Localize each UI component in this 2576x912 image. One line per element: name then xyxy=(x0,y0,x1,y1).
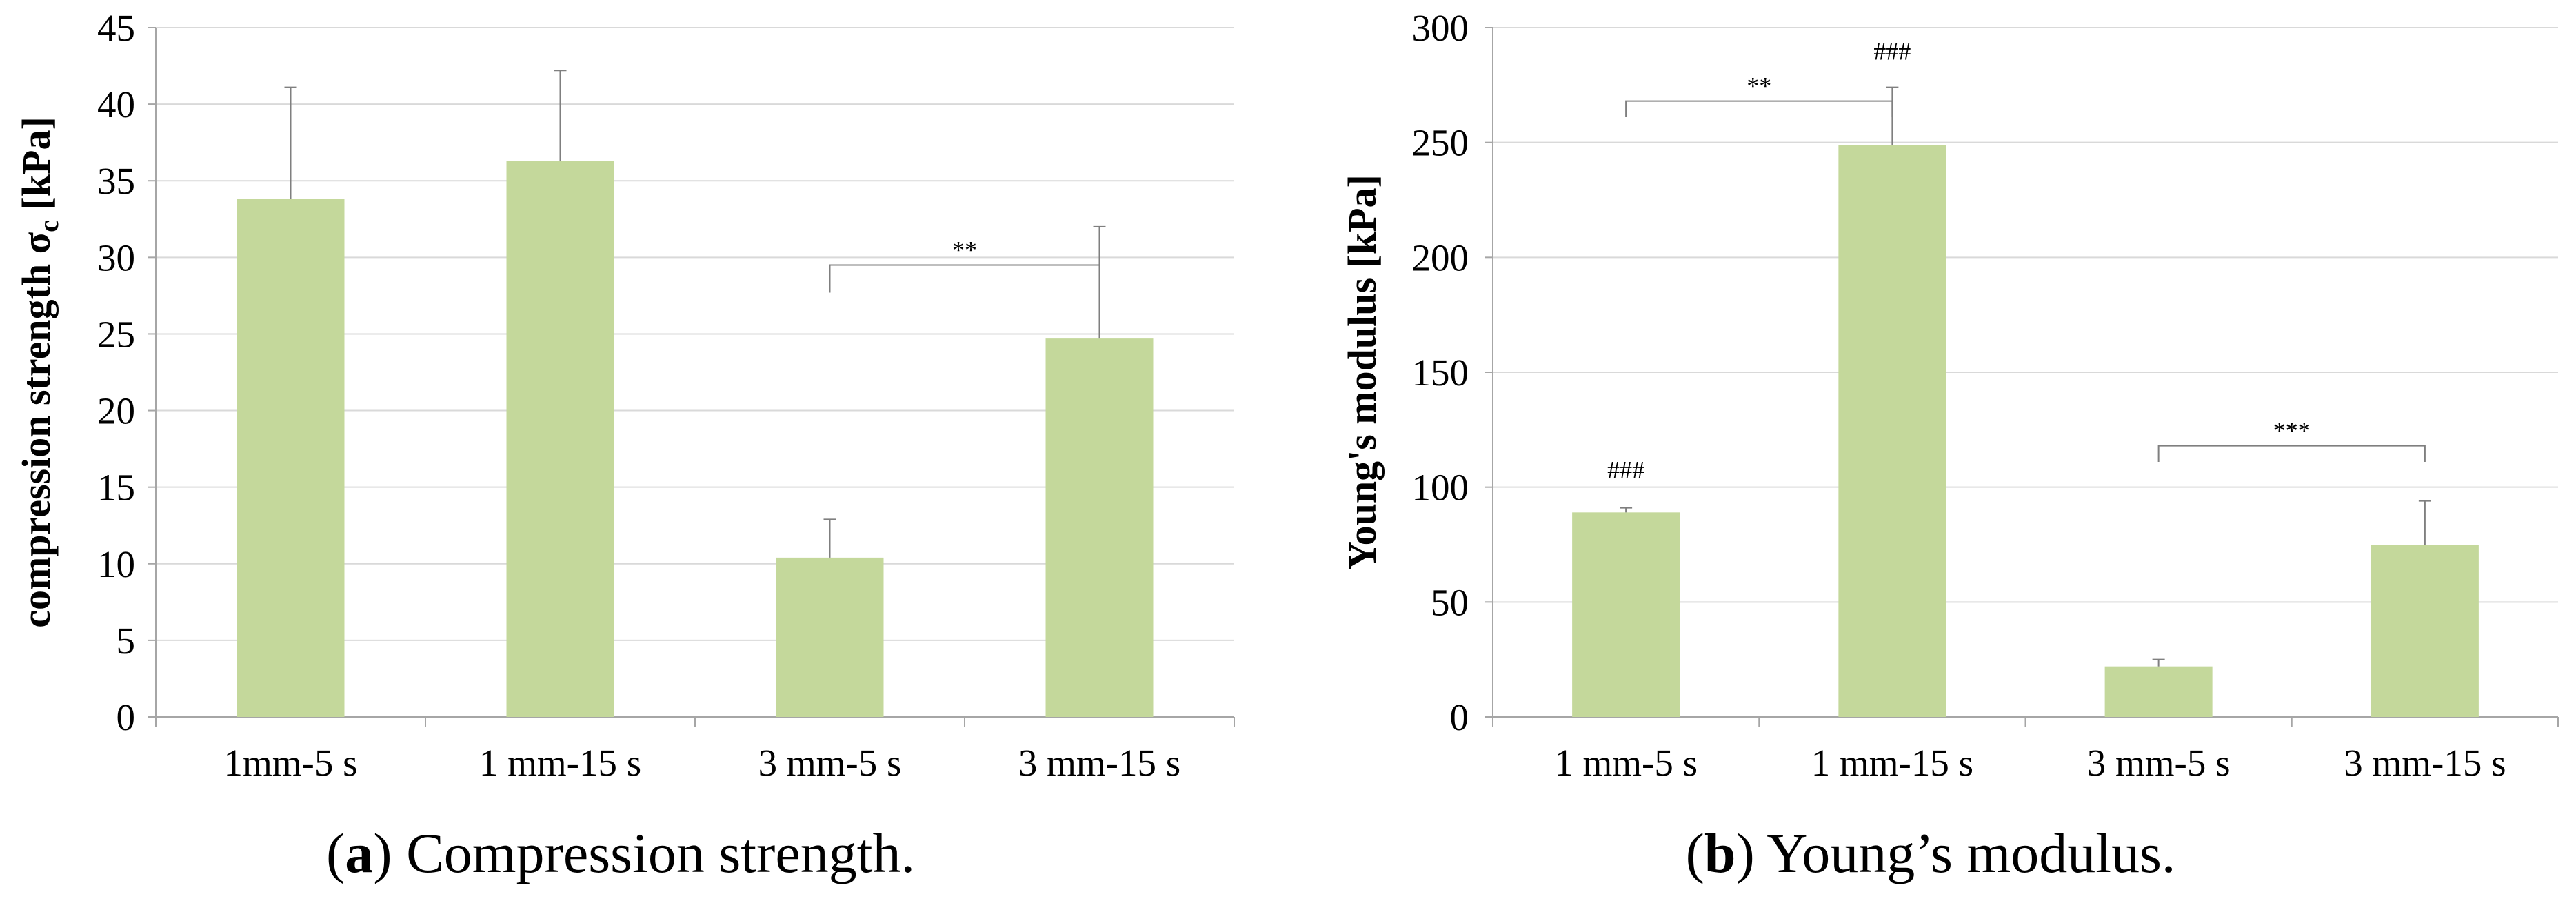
caption-text: Compression strength. xyxy=(392,822,915,884)
y-tick-label: 5 xyxy=(117,620,136,662)
bar xyxy=(1838,145,1946,717)
bar xyxy=(2104,666,2213,717)
y-tick-label: 20 xyxy=(97,390,135,432)
category-label: 3 mm-5 s xyxy=(758,742,902,784)
caption: (a) Compression strength. xyxy=(326,822,915,884)
y-tick-label: 25 xyxy=(97,313,135,355)
y-tick-label: 200 xyxy=(1412,236,1469,278)
y-tick-label: 50 xyxy=(1431,581,1469,623)
bar xyxy=(2371,545,2479,717)
y-axis-label: Young's modulus [kPa] xyxy=(1340,174,1385,570)
y-tick-label: 35 xyxy=(97,160,135,202)
y-tick-label: 15 xyxy=(97,467,135,509)
caption-paren-close: ) xyxy=(373,822,392,884)
y-axis-label: compression strength σc [kPa] xyxy=(14,116,64,628)
caption-paren-open: ( xyxy=(326,822,345,884)
category-label: 1mm-5 s xyxy=(223,742,357,784)
y-axis-label-unit: [kPa] xyxy=(14,116,59,220)
significance-bracket xyxy=(1625,100,1893,117)
y-axis-label-main: compression strength σ xyxy=(14,232,59,627)
caption-paren-open: ( xyxy=(1686,822,1704,884)
y-tick-label: 300 xyxy=(1412,7,1469,49)
significance-bracket xyxy=(2157,445,2426,462)
y-tick-label: 10 xyxy=(97,543,135,585)
y-tick-label: 45 xyxy=(97,7,135,49)
category-label: 1 mm-15 s xyxy=(479,742,641,784)
category-label: 1 mm-15 s xyxy=(1811,742,1973,784)
caption-paren-close: ) xyxy=(1735,822,1754,884)
caption-letter: b xyxy=(1704,822,1736,884)
chart-panel-a: 0 5 10 15 20 25 30 35 40 45 1mm-5 s 1 mm-15 s 3 mm-5… xyxy=(14,7,1235,884)
significance-label: ** xyxy=(1747,72,1771,100)
y-tick-label: 100 xyxy=(1412,467,1469,509)
significance-label: *** xyxy=(2273,417,2311,445)
caption-letter: a xyxy=(345,822,373,884)
bar xyxy=(506,161,614,718)
significance-label: ### xyxy=(1873,38,1911,65)
y-tick-label: 150 xyxy=(1412,352,1469,394)
bar xyxy=(776,557,884,717)
bar xyxy=(237,199,345,717)
category-label: 3 mm-15 s xyxy=(1018,742,1180,784)
y-tick-label: 250 xyxy=(1412,122,1469,164)
y-tick-label: 0 xyxy=(1450,696,1469,738)
bar xyxy=(1045,338,1154,718)
caption: (b) Young’s modulus. xyxy=(1686,822,2176,884)
significance-label: ** xyxy=(952,236,977,263)
category-label: 3 mm-15 s xyxy=(2344,742,2506,784)
category-label: 1 mm-5 s xyxy=(1554,742,1698,784)
chart-panel-b: 0 50 100 150 200 250 300 1 mm-5 s 1 mm-15 s 3 mm-… xyxy=(1340,7,2559,884)
significance-bracket xyxy=(829,264,1100,293)
y-tick-label: 30 xyxy=(97,236,135,278)
significance-label: ### xyxy=(1607,456,1644,483)
y-tick-label: 40 xyxy=(97,83,135,125)
caption-text: Young’s modulus. xyxy=(1755,822,2176,884)
y-axis-label-subscript: c xyxy=(33,220,64,232)
bar xyxy=(1572,512,1680,717)
y-tick-label: 0 xyxy=(117,696,136,738)
y-axis-label-main: Young's modulus [kPa] xyxy=(1340,174,1385,570)
category-label: 3 mm-5 s xyxy=(2087,742,2231,784)
